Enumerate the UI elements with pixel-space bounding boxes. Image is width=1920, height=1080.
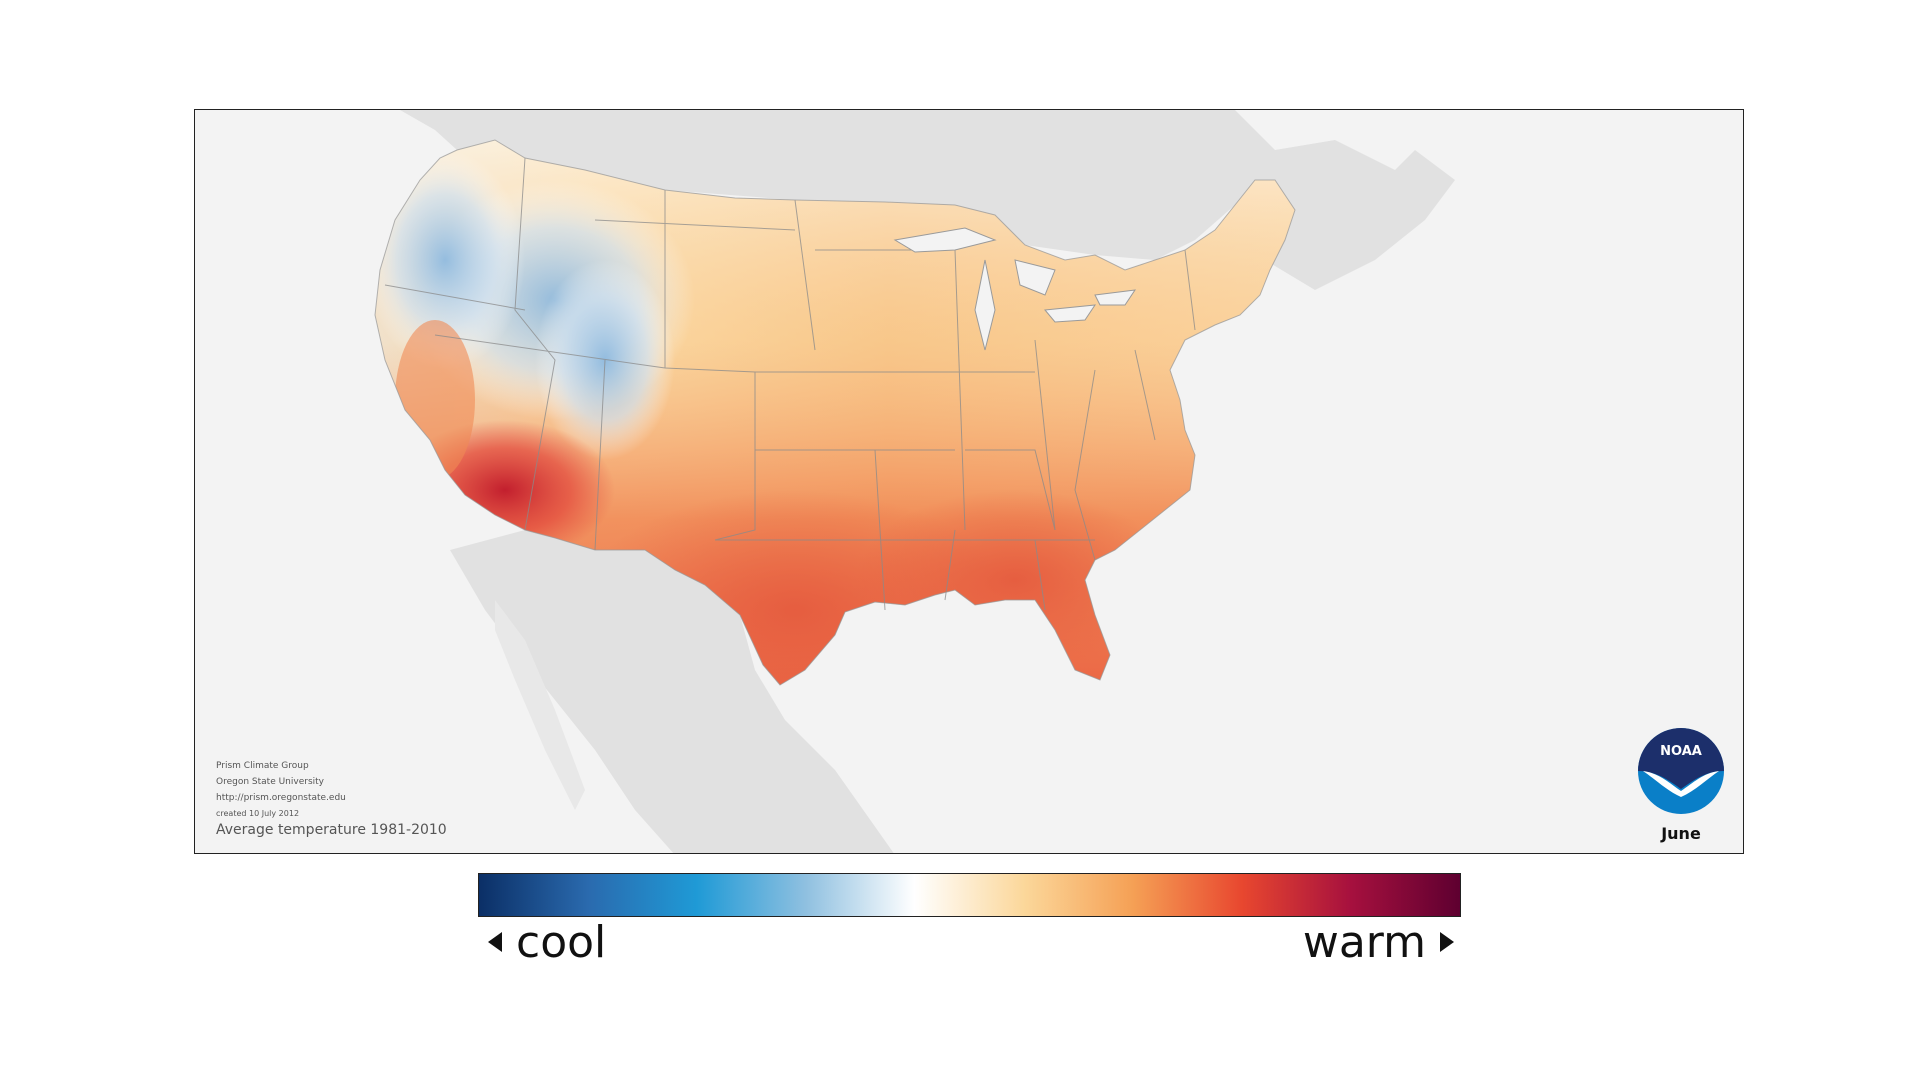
credit-line: Prism Climate Group xyxy=(216,761,309,771)
legend-warm: warm xyxy=(1303,912,1454,972)
legend-cool: cool xyxy=(488,912,606,972)
warm-label: warm xyxy=(1302,916,1426,968)
state-borders xyxy=(374,139,1296,686)
map-panel: Prism Climate Group Oregon State Univers… xyxy=(194,109,1744,854)
credit-line: Oregon State University xyxy=(216,777,324,787)
noaa-logo: NOAA xyxy=(1638,728,1724,814)
surrounding-land xyxy=(400,110,1455,853)
great-lakes xyxy=(893,227,1137,351)
map-subtitle: Average temperature 1981-2010 xyxy=(216,822,447,838)
us-temperature-map xyxy=(374,110,1455,853)
month-label: June xyxy=(1661,824,1701,843)
temperature-colorbar xyxy=(478,873,1461,917)
cool-label: cool xyxy=(516,916,607,968)
left-arrow-icon xyxy=(488,932,502,952)
credit-line: created 10 July 2012 xyxy=(216,809,300,818)
noaa-logo-text: NOAA xyxy=(1660,744,1702,759)
right-arrow-icon xyxy=(1440,932,1454,952)
map-credits: Prism Climate Group Oregon State Univers… xyxy=(216,758,346,822)
credit-line: http://prism.oregonstate.edu xyxy=(216,793,346,803)
